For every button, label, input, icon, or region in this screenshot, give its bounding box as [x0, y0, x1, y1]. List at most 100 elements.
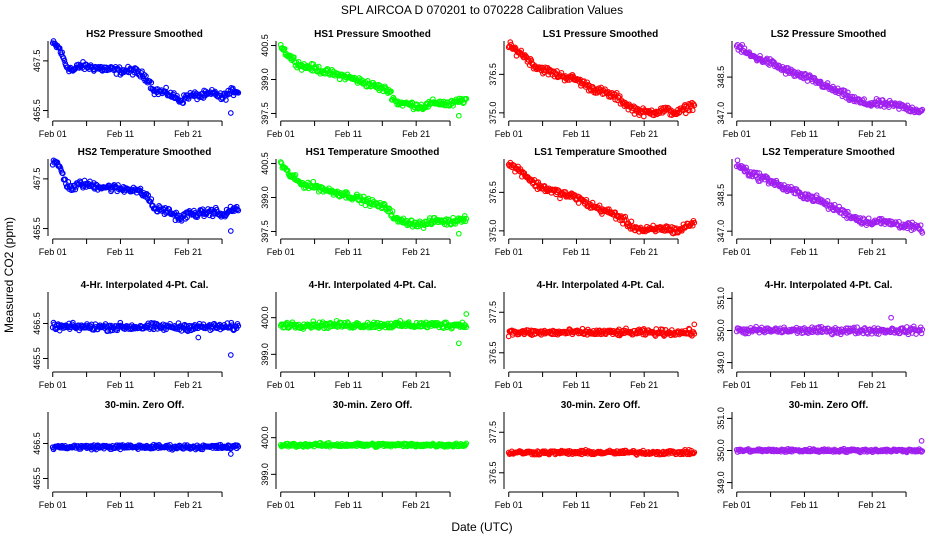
data-point — [689, 107, 696, 114]
y-tick-label: 465.5 — [32, 467, 42, 490]
data-point — [333, 317, 340, 324]
outlier-point — [888, 314, 894, 321]
data-point — [756, 170, 763, 176]
x-tick-label: Feb 21 — [402, 247, 430, 257]
data-point — [223, 97, 229, 103]
data-point — [281, 45, 288, 52]
data-point — [463, 324, 470, 330]
x-tick-label: Feb 01 — [39, 380, 67, 390]
data-point — [686, 107, 693, 114]
panel-title: LS2 Temperature Smoothed — [762, 147, 895, 158]
outlier-point — [227, 228, 234, 234]
x-axis-label: Date (UTC) — [451, 520, 512, 534]
data-point — [816, 328, 823, 335]
x-tick-label: Feb 11 — [563, 247, 590, 257]
chart-panel: HS1 Pressure Smoothed Feb 01 Feb 11 Feb 21 3… — [260, 29, 470, 139]
y-tick-label: 466.5 — [32, 312, 42, 335]
x-tick-label: Feb 21 — [174, 380, 202, 390]
x-tick-label: Feb 01 — [495, 247, 523, 257]
data-series — [277, 311, 470, 347]
data-point — [148, 79, 155, 86]
x-tick-label: Feb 11 — [335, 380, 362, 390]
y-tick-label: 376.5 — [488, 63, 498, 86]
data-point — [233, 445, 240, 452]
data-point — [802, 191, 809, 198]
data-point — [403, 440, 410, 447]
x-tick-label: Feb 21 — [858, 129, 886, 139]
x-tick-label: Feb 01 — [495, 380, 523, 390]
data-point — [450, 214, 456, 221]
panel-title: 4-Hr. Interpolated 4-Pt. Cal. — [81, 280, 209, 291]
data-point — [463, 215, 470, 222]
data-point — [691, 219, 698, 226]
x-tick-label: Feb 21 — [174, 247, 202, 257]
y-tick-label: 465.5 — [32, 217, 42, 240]
x-tick-label: Feb 21 — [630, 129, 658, 139]
y-tick-label: 377.5 — [488, 421, 498, 444]
y-tick-label: 400.5 — [260, 152, 270, 175]
data-point — [354, 193, 361, 200]
x-tick-label: Feb 11 — [335, 129, 362, 139]
y-tick-label: 465.5 — [32, 347, 42, 370]
data-point — [171, 90, 177, 96]
data-point — [783, 449, 790, 455]
data-point — [310, 318, 317, 325]
x-tick-label: Feb 01 — [267, 247, 295, 257]
data-point — [409, 99, 415, 106]
y-tick-label: 375.0 — [488, 102, 498, 125]
panel-title: 30-min. Zero Off. — [561, 400, 641, 411]
outlier-point — [455, 230, 462, 237]
x-tick-label: Feb 11 — [335, 247, 362, 257]
data-point — [463, 440, 470, 447]
data-series — [49, 319, 242, 358]
y-tick-label: 397.5 — [260, 220, 270, 243]
outlier-point — [463, 311, 470, 317]
data-point — [873, 330, 880, 337]
y-tick-label: 377.5 — [488, 301, 498, 324]
data-point — [235, 443, 242, 450]
panel-title: HS1 Temperature Smoothed — [306, 147, 440, 158]
data-point — [919, 448, 926, 454]
chart-panel: LS1 Temperature Smoothed Feb 01 Feb 11 Feb … — [488, 147, 698, 257]
x-tick-label: Feb 01 — [723, 380, 751, 390]
data-point — [919, 326, 926, 333]
outlier-point — [918, 438, 925, 444]
y-tick-label: 467.5 — [32, 50, 42, 73]
data-point — [507, 39, 514, 45]
outlier-point — [691, 321, 698, 328]
data-point — [583, 196, 590, 203]
data-point — [535, 179, 542, 185]
y-tick-label: 399.0 — [260, 186, 270, 209]
chart-panel: 4-Hr. Interpolated 4-Pt. Cal. Feb 01 Feb 1… — [488, 280, 698, 390]
outlier-point — [455, 340, 462, 347]
panel-title: 4-Hr. Interpolated 4-Pt. Cal. — [309, 280, 437, 291]
data-point — [585, 87, 592, 94]
data-series — [505, 321, 698, 340]
chart-panel: LS1 Pressure Smoothed Feb 01 Feb 11 Feb 21 3… — [488, 29, 698, 139]
panel-title: 30-min. Zero Off. — [333, 400, 413, 411]
chart-panel: 4-Hr. Interpolated 4-Pt. Cal. Feb 01 Feb 1… — [716, 280, 926, 390]
outlier-point — [227, 451, 234, 457]
data-point — [397, 317, 404, 324]
data-point — [619, 217, 625, 224]
data-point — [633, 106, 640, 113]
data-point — [849, 93, 856, 100]
x-tick-label: Feb 01 — [723, 129, 751, 139]
x-tick-label: Feb 01 — [39, 129, 67, 139]
data-series — [733, 157, 926, 236]
x-tick-label: Feb 21 — [858, 380, 886, 390]
panel-title: HS2 Pressure Smoothed — [86, 29, 203, 40]
data-point — [734, 157, 741, 164]
data-point — [163, 84, 169, 91]
y-tick-label: 399.0 — [260, 68, 270, 91]
y-tick-label: 465.5 — [32, 99, 42, 122]
data-point — [462, 218, 469, 225]
data-series — [49, 441, 242, 457]
chart-panel: HS1 Temperature Smoothed Feb 01 Feb 11 Feb … — [260, 147, 470, 257]
y-tick-label: 376.5 — [488, 342, 498, 365]
y-tick-label: 348.5 — [716, 184, 726, 207]
data-point — [143, 73, 149, 79]
x-tick-label: Feb 11 — [107, 380, 134, 390]
x-tick-label: Feb 21 — [402, 380, 430, 390]
data-point — [628, 218, 635, 225]
